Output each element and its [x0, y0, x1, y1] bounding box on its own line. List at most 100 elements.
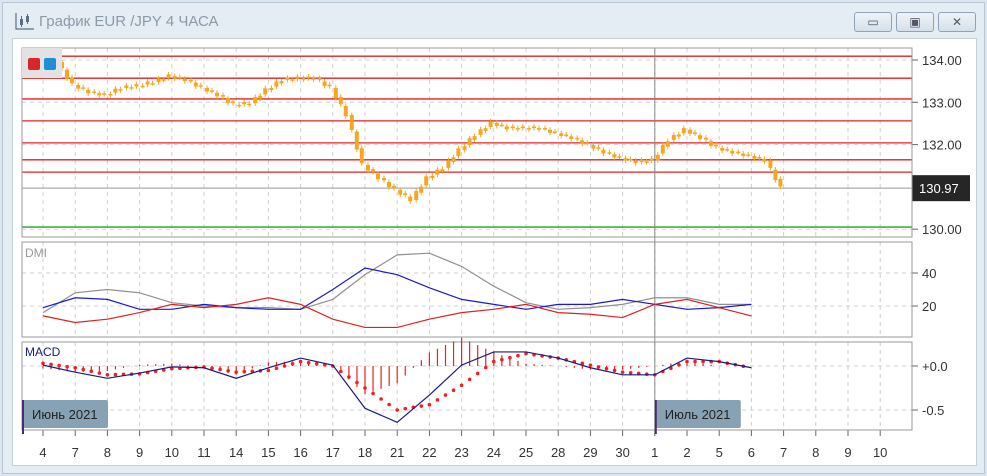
- signal-dot: [298, 359, 303, 364]
- candle-body: [472, 136, 477, 140]
- x-tick-label: 29: [583, 445, 597, 460]
- signal-dot: [347, 375, 351, 379]
- candle-body: [247, 103, 252, 106]
- candle-body: [430, 175, 435, 179]
- signal-dot: [620, 370, 625, 374]
- candle-body: [633, 160, 638, 164]
- price-axis-label: 130.00: [922, 222, 962, 237]
- candle-body: [757, 157, 762, 159]
- candle-body: [559, 133, 564, 136]
- candle-body: [778, 178, 783, 187]
- window-title: График EUR /JPY 4 ЧАСА: [39, 13, 219, 30]
- candle-body: [140, 85, 145, 88]
- signal-dot: [274, 366, 279, 371]
- x-tick-label: 18: [358, 445, 372, 460]
- candle-body: [118, 89, 123, 91]
- candle-body: [446, 160, 451, 168]
- candle-body: [295, 76, 300, 79]
- candle-body: [70, 77, 74, 84]
- chart-area[interactable]: [12, 38, 977, 466]
- price-axis-label: 132.00: [922, 138, 962, 153]
- candle-body: [134, 84, 139, 87]
- signal-dot: [500, 357, 504, 362]
- candle-body: [205, 87, 209, 92]
- x-tick-label: 7: [72, 445, 79, 460]
- month-label-box: [22, 400, 108, 428]
- month-label: Июнь 2021: [32, 407, 98, 422]
- candle-body: [548, 129, 552, 133]
- candle-body: [414, 190, 419, 201]
- candle-body: [520, 126, 525, 129]
- x-tick-label: 1: [651, 445, 658, 460]
- macd-line: [42, 351, 752, 424]
- signal-dot: [170, 366, 174, 371]
- candle-body: [108, 93, 113, 96]
- candle-body: [177, 76, 182, 79]
- candle-body: [317, 78, 322, 80]
- candle-body: [596, 147, 601, 149]
- candle-body: [263, 88, 268, 95]
- x-tick-label: 10: [165, 445, 179, 460]
- signal-dot: [339, 369, 343, 374]
- signal-dot: [475, 371, 480, 376]
- candle-body: [704, 137, 708, 140]
- signal-dot: [242, 369, 247, 374]
- candle-body: [628, 158, 633, 161]
- candle-body: [671, 134, 676, 140]
- restore-button[interactable]: ▣: [896, 12, 934, 32]
- signal-dot: [73, 365, 77, 370]
- candle-body: [366, 164, 370, 171]
- candle-body: [762, 158, 767, 162]
- signal-dot: [371, 391, 375, 396]
- candle-body: [617, 156, 622, 158]
- signal-dot: [435, 398, 440, 402]
- candle-body: [569, 136, 574, 140]
- month-label-box: [654, 400, 741, 428]
- candle-body: [182, 78, 187, 82]
- candle-body: [773, 169, 778, 181]
- candle-body: [215, 92, 219, 97]
- candle-body: [382, 178, 386, 181]
- candle-body: [499, 124, 504, 127]
- x-tick-label: 5: [716, 445, 723, 460]
- signal-dot: [363, 386, 367, 390]
- candle-body: [752, 156, 757, 159]
- candle-body: [698, 135, 702, 140]
- candle-body: [564, 134, 569, 137]
- macd-title: MACD: [25, 345, 61, 359]
- candle-body: [102, 93, 107, 95]
- signal-dot: [508, 355, 512, 360]
- candle-body: [736, 151, 741, 154]
- candle-body: [387, 181, 391, 188]
- signal-dot: [105, 373, 110, 377]
- candle-body: [231, 101, 235, 104]
- candle-body: [681, 128, 686, 134]
- candle-body: [210, 90, 214, 92]
- candle-body: [253, 97, 258, 104]
- candle-body: [290, 79, 295, 81]
- minimize-button[interactable]: ▭: [854, 12, 892, 32]
- candle-body: [124, 85, 129, 88]
- blue-toggle-button[interactable]: [44, 58, 56, 70]
- candle-body: [440, 169, 445, 172]
- macd-axis-label: +0.0: [922, 359, 948, 374]
- dmi-axis-label: 20: [922, 299, 936, 314]
- candle-body: [274, 81, 279, 87]
- x-tick-label: 8: [812, 445, 819, 460]
- signal-dot: [355, 380, 359, 385]
- candle-body: [424, 176, 429, 186]
- candle-body: [478, 129, 483, 135]
- candle-body: [269, 87, 274, 91]
- candle-body: [644, 161, 649, 163]
- close-button[interactable]: ✕: [938, 12, 976, 32]
- candle-body: [483, 128, 488, 131]
- candle-body: [81, 87, 86, 89]
- month-label: Июль 2021: [665, 407, 731, 422]
- candle-body: [537, 128, 541, 130]
- signal-dot: [395, 408, 400, 412]
- candle-body: [129, 87, 134, 89]
- red-toggle-button[interactable]: [28, 58, 40, 70]
- candlestick-chart-icon: [15, 13, 34, 30]
- candle-body: [462, 146, 467, 151]
